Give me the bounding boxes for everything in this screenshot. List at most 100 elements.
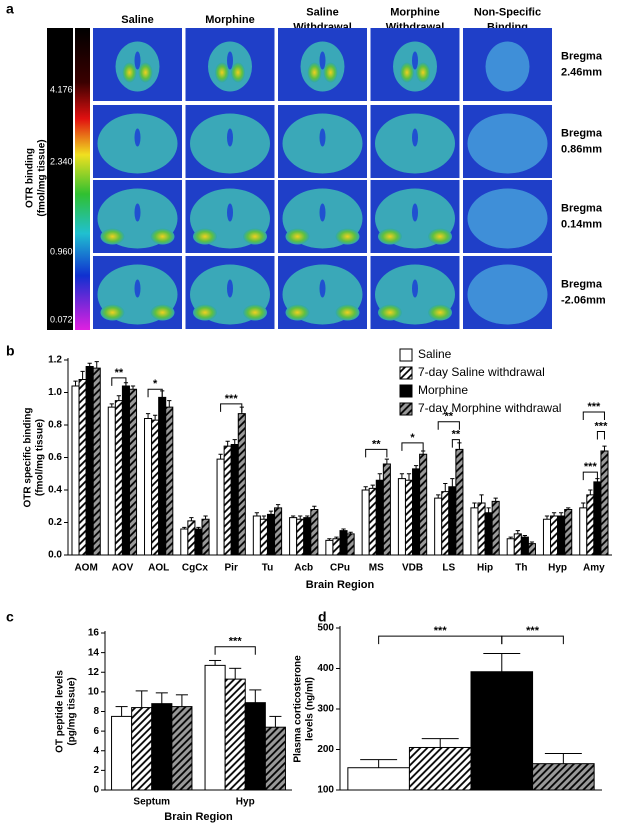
ventricle <box>134 51 141 70</box>
significance-bracket <box>582 471 598 481</box>
binding-hotspot <box>150 304 175 321</box>
bar <box>347 767 410 791</box>
binding-hotspot <box>243 228 267 245</box>
y-axis-label: Plasma corticosterone <box>293 655 304 763</box>
y-tick-label: 12 <box>88 667 100 678</box>
brain-section <box>467 264 548 325</box>
bar <box>579 507 588 556</box>
row-label: -2.06mm <box>561 294 606 306</box>
bar <box>187 520 196 556</box>
colorbar-tick-label: 4.176 <box>50 84 73 94</box>
bar <box>151 703 173 791</box>
bar <box>296 518 305 556</box>
row-label: 0.14mm <box>561 218 602 230</box>
panel-label: b <box>6 343 15 359</box>
significance-label: * <box>153 378 158 390</box>
bar <box>310 509 319 556</box>
bar <box>339 530 348 556</box>
bar <box>201 518 210 556</box>
ventricle <box>319 51 326 70</box>
significance-label: *** <box>434 625 448 637</box>
binding-hotspot <box>285 228 310 245</box>
bar <box>361 489 370 556</box>
bar <box>107 406 116 556</box>
bar <box>434 497 443 556</box>
binding-hotspot <box>400 62 414 83</box>
bar <box>532 763 595 791</box>
significance-label: ** <box>372 438 381 450</box>
significance-label: ** <box>452 429 461 441</box>
bar <box>593 481 602 556</box>
bar <box>368 487 377 556</box>
bar <box>128 388 138 556</box>
bar <box>382 463 391 556</box>
legend-swatch <box>399 348 413 362</box>
y-tick-label: 1.2 <box>48 355 62 366</box>
ventricle <box>412 51 418 70</box>
colorbar-tick-label: 2.340 <box>50 156 73 166</box>
y-tick-label: 0.6 <box>48 452 62 463</box>
x-tick-label: Hyp <box>548 563 567 574</box>
y-tick-label: 14 <box>88 647 100 658</box>
row-label: Bregma <box>561 50 603 62</box>
bar <box>491 500 500 556</box>
bar <box>224 678 246 791</box>
x-axis-label: Brain Region <box>164 811 233 823</box>
binding-hotspot <box>150 228 175 245</box>
x-tick-label: Amy <box>583 563 605 574</box>
bar <box>264 726 286 791</box>
bar <box>114 400 123 556</box>
bar <box>121 385 130 556</box>
ventricle <box>319 279 326 298</box>
column-header: Saline <box>121 14 153 26</box>
bar <box>71 385 80 556</box>
bar <box>408 746 472 791</box>
column-header: Saline <box>306 6 338 18</box>
significance-label: *** <box>595 420 609 432</box>
bar <box>151 419 160 556</box>
bar <box>244 702 266 791</box>
y-tick-label: 0.8 <box>48 420 62 431</box>
bar <box>303 517 312 556</box>
legend-swatch <box>399 384 413 398</box>
significance-label: *** <box>587 401 601 413</box>
binding-hotspot <box>100 228 125 245</box>
column-header: Morphine <box>390 6 440 18</box>
y-tick-label: 1.0 <box>48 387 62 398</box>
column-header: Morphine <box>205 14 255 26</box>
significance-bracket <box>501 635 564 645</box>
colorbar-tick-label: 0.960 <box>50 246 73 256</box>
significance-label: *** <box>526 625 540 637</box>
significance-bracket <box>214 646 256 655</box>
brain-section <box>467 188 548 249</box>
x-tick-label: Hip <box>477 563 493 574</box>
bar <box>441 491 450 556</box>
binding-hotspot <box>323 62 338 83</box>
y-tick-label: 0.2 <box>48 517 62 528</box>
bar <box>252 515 261 556</box>
bar <box>375 479 384 556</box>
significance-bracket <box>401 442 424 451</box>
x-tick-label: CgCx <box>182 563 209 574</box>
brain-section <box>485 41 530 92</box>
bar <box>404 479 414 556</box>
row-label: Bregma <box>561 127 603 139</box>
bar <box>586 494 595 556</box>
legend-label: 7-day Saline withdrawal <box>418 365 545 379</box>
binding-hotspot <box>122 62 137 83</box>
ventricle <box>412 203 418 222</box>
y-axis-label: levels (ng/ml) <box>305 677 316 741</box>
bar <box>470 507 479 556</box>
ventricle <box>227 51 233 70</box>
colorbar-label: OTR binding <box>25 148 36 208</box>
binding-hotspot <box>307 62 322 83</box>
y-axis-label: OTR specific binding <box>23 407 34 507</box>
y-tick-label: 0 <box>93 785 99 796</box>
panel-label: c <box>6 609 14 625</box>
significance-bracket <box>378 635 503 645</box>
bar <box>223 445 232 556</box>
bar <box>274 507 283 556</box>
bar <box>216 458 225 556</box>
ventricle <box>134 203 141 222</box>
